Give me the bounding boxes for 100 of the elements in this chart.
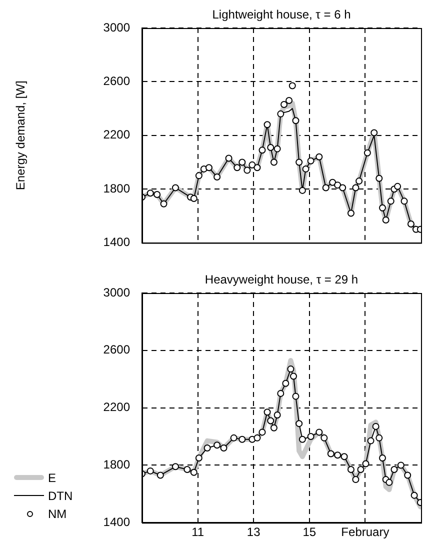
y-tick-label: 1400 (103, 514, 130, 529)
point (367, 437, 374, 444)
point (277, 110, 284, 118)
y-tick-label: 2200 (103, 128, 130, 142)
point (400, 198, 408, 205)
point (376, 174, 383, 182)
point (264, 408, 271, 416)
point (307, 157, 314, 164)
point (334, 182, 342, 189)
y-tick-label: 1800 (103, 181, 130, 196)
point (274, 145, 281, 152)
point (195, 454, 202, 462)
point (292, 392, 300, 400)
point (410, 492, 418, 499)
point (407, 220, 414, 228)
point (274, 411, 281, 418)
point (195, 172, 202, 180)
point (264, 121, 271, 128)
point (302, 165, 310, 172)
point (258, 146, 266, 154)
point (286, 96, 293, 104)
point (190, 195, 198, 202)
point (267, 144, 274, 151)
point (362, 460, 370, 468)
point (370, 129, 378, 136)
point (205, 164, 212, 172)
point (386, 478, 393, 486)
point (270, 158, 278, 166)
point (316, 428, 323, 436)
point (387, 198, 394, 205)
y-tick-label: 2200 (103, 400, 130, 414)
point (376, 434, 383, 442)
point (225, 154, 232, 162)
y-axis-title: Energy demand, [W] (14, 80, 28, 190)
point (277, 390, 284, 397)
point (214, 174, 221, 181)
point (347, 210, 354, 217)
point (190, 468, 198, 476)
point (204, 444, 211, 452)
point (397, 462, 404, 469)
point (254, 164, 261, 172)
y-tick-label: 1800 (103, 458, 130, 472)
point (160, 200, 168, 208)
point (334, 452, 342, 459)
point (347, 466, 354, 474)
y-tick-label: 2600 (103, 74, 130, 88)
point (390, 466, 398, 474)
point (296, 420, 303, 428)
point (172, 463, 179, 470)
point (220, 444, 228, 452)
point (258, 428, 266, 436)
y-tick-label: 3000 (103, 285, 130, 300)
point (184, 466, 191, 474)
point (146, 190, 154, 197)
point (356, 178, 363, 185)
point (230, 434, 238, 442)
point (329, 178, 336, 186)
point (280, 101, 288, 108)
y-tick-label: 2600 (103, 342, 130, 357)
point (248, 161, 256, 168)
point (244, 166, 251, 174)
point (172, 184, 179, 192)
point (320, 434, 328, 442)
point (234, 164, 241, 172)
point (290, 372, 297, 380)
chart-title: Lightweight house, τ = 6 h (212, 7, 351, 22)
point (379, 204, 386, 212)
x-tick-label: 11 (192, 525, 204, 540)
chart-title: Heavyweight house, τ = 29 h (204, 272, 358, 286)
point (267, 417, 274, 424)
legend-label: NM (48, 507, 67, 521)
point (270, 424, 278, 432)
point (288, 82, 296, 90)
point (287, 366, 294, 373)
point (382, 216, 390, 224)
x-tick-label: 13 (246, 525, 261, 540)
x-tick-label: 15 (302, 525, 316, 540)
point (322, 184, 330, 192)
point (154, 190, 161, 198)
point (316, 153, 323, 160)
legend-label: E (48, 471, 56, 485)
point (296, 158, 303, 166)
point (298, 436, 306, 443)
point (156, 472, 164, 479)
point (238, 158, 246, 166)
point (298, 186, 306, 194)
point (307, 433, 314, 440)
point (404, 472, 412, 479)
point (379, 454, 386, 462)
point (254, 434, 261, 442)
point (339, 184, 346, 192)
legend-label: DTN (48, 489, 73, 503)
point (340, 453, 348, 460)
point (352, 476, 360, 484)
y-tick-label: 3000 (103, 20, 130, 34)
point (238, 436, 246, 443)
y-tick-label: 1400 (103, 235, 130, 250)
point (352, 184, 360, 192)
point (282, 380, 290, 387)
point (372, 422, 380, 430)
